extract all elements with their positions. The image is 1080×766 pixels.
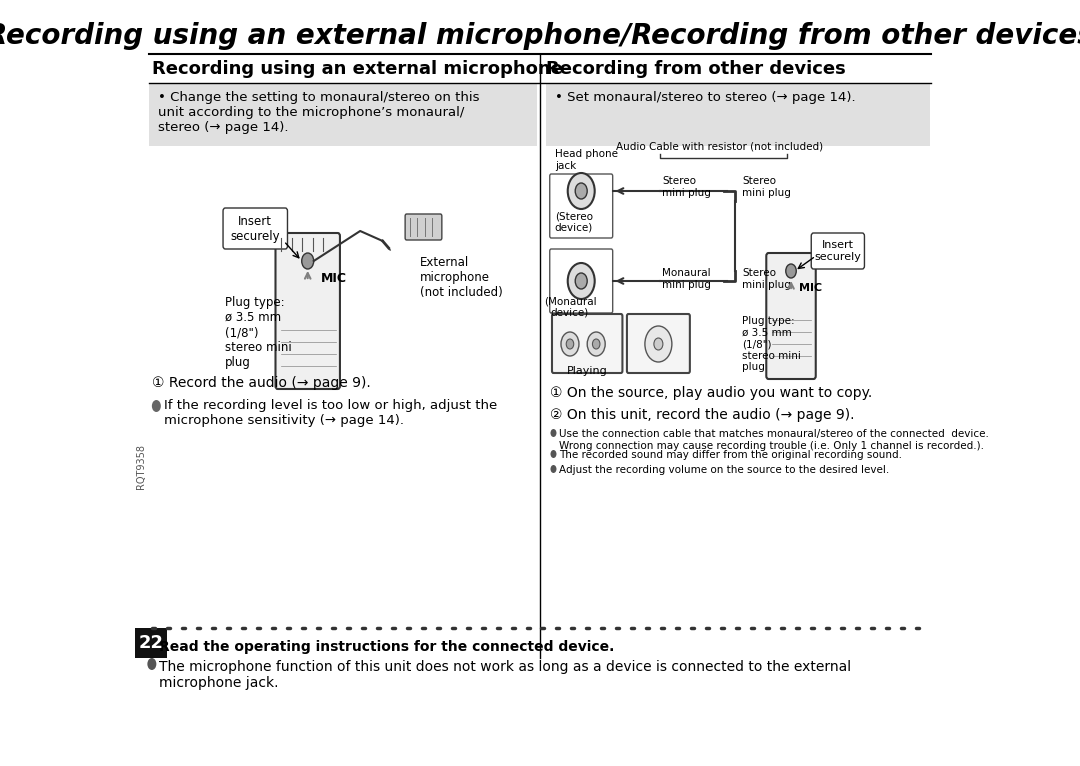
Text: Insert
securely: Insert securely — [230, 215, 280, 243]
Circle shape — [566, 339, 573, 349]
Circle shape — [561, 332, 579, 356]
Text: Playing: Playing — [567, 366, 608, 376]
Text: Use the connection cable that matches monaural/stereo of the connected  device.
: Use the connection cable that matches mo… — [559, 429, 989, 450]
Text: Adjust the recording volume on the source to the desired level.: Adjust the recording volume on the sourc… — [559, 465, 890, 475]
Text: Read the operating instructions for the connected device.: Read the operating instructions for the … — [160, 640, 615, 654]
FancyBboxPatch shape — [552, 314, 622, 373]
Text: • Set monaural/stereo to stereo (→ page 14).: • Set monaural/stereo to stereo (→ page … — [555, 91, 855, 104]
Text: The microphone function of this unit does not work as long as a device is connec: The microphone function of this unit doe… — [160, 660, 851, 690]
Circle shape — [152, 400, 161, 412]
Text: 22: 22 — [138, 634, 163, 652]
Circle shape — [588, 332, 605, 356]
Text: Stereo
mini plug: Stereo mini plug — [662, 176, 711, 198]
Circle shape — [568, 263, 595, 299]
FancyBboxPatch shape — [767, 253, 815, 379]
Circle shape — [576, 273, 588, 289]
Text: Recording from other devices: Recording from other devices — [546, 60, 846, 78]
Text: MIC: MIC — [321, 271, 347, 284]
FancyBboxPatch shape — [550, 249, 612, 313]
FancyBboxPatch shape — [546, 84, 930, 146]
Text: Plug type:
ø 3.5 mm
(1/8")
stereo mini
plug: Plug type: ø 3.5 mm (1/8") stereo mini p… — [742, 316, 801, 372]
Text: • Change the setting to monaural/stereo on this
unit according to the microphone: • Change the setting to monaural/stereo … — [158, 91, 480, 134]
Text: Insert
securely: Insert securely — [814, 241, 861, 262]
Text: ① On the source, play audio you want to copy.: ① On the source, play audio you want to … — [550, 386, 872, 400]
Text: (Monaural
device): (Monaural device) — [543, 296, 596, 318]
FancyBboxPatch shape — [224, 208, 287, 249]
Circle shape — [786, 264, 796, 278]
FancyBboxPatch shape — [550, 174, 612, 238]
Text: Stereo
mini plug: Stereo mini plug — [742, 268, 792, 290]
Circle shape — [147, 658, 157, 670]
Circle shape — [576, 183, 588, 199]
Text: (Stereo
device): (Stereo device) — [555, 211, 593, 233]
Text: Head phone
jack: Head phone jack — [555, 149, 618, 171]
FancyBboxPatch shape — [405, 214, 442, 240]
Circle shape — [551, 429, 556, 437]
Text: ① Record the audio (→ page 9).: ① Record the audio (→ page 9). — [152, 376, 370, 390]
Circle shape — [551, 465, 556, 473]
Circle shape — [301, 253, 313, 269]
Text: Monaural
mini plug: Monaural mini plug — [662, 268, 711, 290]
FancyBboxPatch shape — [149, 84, 537, 146]
Text: External
microphone
(not included): External microphone (not included) — [420, 256, 503, 299]
Text: If the recording level is too low or high, adjust the
microphone sensitivity (→ : If the recording level is too low or hig… — [164, 399, 497, 427]
Text: Stereo
mini plug: Stereo mini plug — [742, 176, 792, 198]
Text: MIC: MIC — [798, 283, 822, 293]
Circle shape — [551, 450, 556, 458]
Text: The recorded sound may differ from the original recording sound.: The recorded sound may differ from the o… — [559, 450, 903, 460]
Text: Plug type:
ø 3.5 mm
(1/8")
stereo mini
plug: Plug type: ø 3.5 mm (1/8") stereo mini p… — [226, 296, 292, 369]
FancyBboxPatch shape — [135, 628, 166, 658]
Circle shape — [645, 326, 672, 362]
Text: Recording using an external microphone: Recording using an external microphone — [152, 60, 563, 78]
Text: ② On this unit, record the audio (→ page 9).: ② On this unit, record the audio (→ page… — [550, 408, 854, 422]
Text: Recording using an external microphone/Recording from other devices: Recording using an external microphone/R… — [0, 22, 1080, 50]
FancyBboxPatch shape — [626, 314, 690, 373]
FancyBboxPatch shape — [811, 233, 864, 269]
Circle shape — [653, 338, 663, 350]
FancyBboxPatch shape — [275, 233, 340, 389]
Text: Audio Cable with resistor (not included): Audio Cable with resistor (not included) — [617, 141, 823, 151]
Circle shape — [568, 173, 595, 209]
Circle shape — [147, 638, 157, 650]
Circle shape — [593, 339, 600, 349]
Text: RQT9358: RQT9358 — [136, 444, 147, 489]
